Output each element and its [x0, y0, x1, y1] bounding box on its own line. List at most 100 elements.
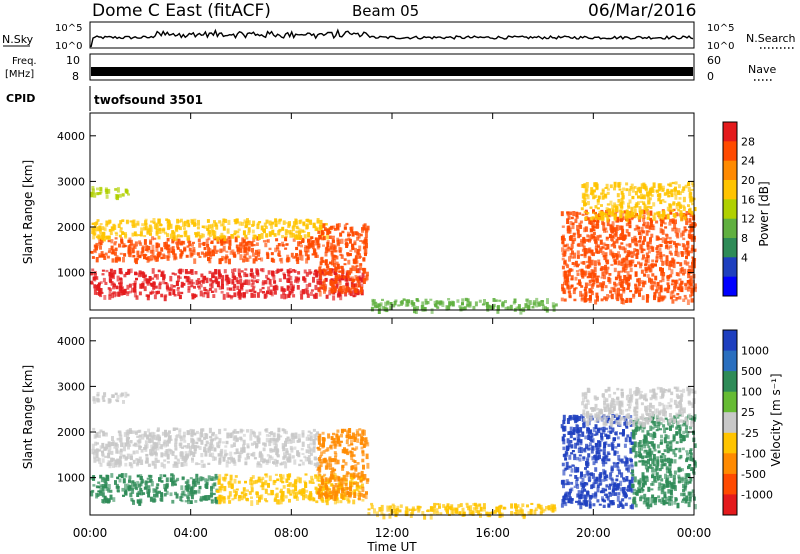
echo-cell — [579, 504, 583, 510]
echo-cell — [352, 454, 356, 457]
echo-cell — [603, 274, 607, 280]
echo-cell — [149, 475, 152, 480]
echo-cell — [116, 437, 120, 441]
echo-cell — [363, 237, 367, 241]
echo-cell — [96, 493, 100, 497]
echo-cell — [235, 218, 239, 223]
echo-cell — [563, 501, 567, 505]
echo-cell — [575, 500, 578, 503]
echo-cell — [262, 280, 265, 285]
echo-cell — [682, 213, 686, 216]
echo-cell — [335, 223, 339, 230]
echo-cell — [218, 258, 222, 265]
echo-cell — [298, 254, 302, 260]
echo-cell — [117, 223, 121, 228]
echo-cell — [220, 290, 224, 294]
echo-cell — [317, 483, 321, 487]
echo-cell — [130, 287, 134, 293]
echo-cell — [624, 213, 628, 219]
echo-cell — [129, 453, 133, 458]
echo-cell — [94, 226, 98, 232]
echo-cell — [590, 432, 594, 438]
echo-cell — [214, 222, 218, 227]
echo-cell — [239, 283, 243, 289]
echo-cell — [154, 457, 158, 463]
echo-cell — [127, 239, 131, 243]
echo-cell — [615, 450, 619, 454]
echo-cell — [318, 479, 321, 482]
echo-cell — [655, 220, 659, 224]
echo-cell — [107, 235, 111, 240]
echo-cell — [283, 293, 287, 300]
echo-cell — [669, 260, 672, 267]
echo-cell — [231, 235, 235, 239]
echo-cell — [225, 440, 229, 445]
echo-cell — [593, 433, 597, 436]
echo-cell — [648, 225, 652, 230]
echo-cell — [275, 244, 279, 250]
echo-cell — [289, 270, 293, 273]
echo-cell — [140, 459, 144, 465]
colorbar-segment — [723, 141, 737, 162]
echo-cell — [320, 475, 324, 480]
echo-cell — [157, 290, 160, 294]
echo-cell — [576, 229, 580, 235]
echo-cell — [662, 272, 666, 277]
echo-cell — [265, 500, 269, 503]
echo-cell — [211, 280, 215, 284]
echo-cell — [362, 268, 366, 274]
echo-cell — [589, 249, 593, 254]
echo-cell — [168, 291, 172, 296]
echo-cell — [292, 489, 296, 494]
echo-cell — [193, 222, 197, 227]
echo-cell — [152, 488, 156, 491]
echo-cell — [570, 256, 574, 259]
echo-cell — [210, 282, 214, 289]
echo-cell — [256, 462, 260, 468]
echo-cell — [200, 439, 204, 445]
echo-cell — [295, 235, 299, 240]
echo-cell — [606, 203, 610, 206]
echo-cell — [153, 294, 157, 300]
echo-cell — [340, 433, 343, 438]
echo-cell — [668, 264, 672, 271]
echo-cell — [609, 290, 613, 294]
echo-cell — [602, 255, 606, 258]
echo-cell — [329, 491, 333, 498]
echo-cell — [352, 499, 356, 505]
echo-cell — [356, 462, 360, 465]
echo-cell — [101, 226, 105, 231]
echo-cell — [218, 474, 222, 479]
echo-cell — [647, 212, 651, 218]
echo-cell — [604, 461, 608, 465]
echo-cell — [145, 245, 149, 251]
echo-cell — [581, 494, 585, 499]
echo-cell — [101, 499, 105, 503]
echo-cell — [571, 464, 575, 467]
echo-cell — [153, 274, 157, 278]
nsky-tick-top: 10^5 — [55, 23, 82, 34]
echo-cell — [269, 438, 273, 444]
echo-cell — [563, 281, 566, 286]
echo-cell — [124, 473, 128, 478]
echo-cell — [668, 236, 672, 240]
y-tick-label: 1000 — [57, 267, 85, 280]
echo-cell — [123, 446, 126, 452]
echo-cell — [294, 218, 298, 222]
echo-cell — [359, 233, 363, 237]
echo-cell — [615, 224, 619, 231]
echo-cell — [148, 432, 152, 437]
echo-cell — [171, 246, 175, 252]
echo-cell — [167, 251, 171, 254]
echo-cell — [601, 458, 605, 464]
echo-cell — [113, 269, 117, 275]
echo-cell — [581, 478, 585, 482]
echo-cell — [118, 193, 122, 198]
echo-cell — [319, 443, 323, 447]
echo-cell — [321, 482, 325, 486]
echo-cell — [515, 506, 518, 509]
echo-cell — [605, 261, 609, 265]
echo-cell — [197, 219, 200, 226]
echo-cell — [333, 474, 337, 479]
echo-cell — [681, 230, 685, 237]
